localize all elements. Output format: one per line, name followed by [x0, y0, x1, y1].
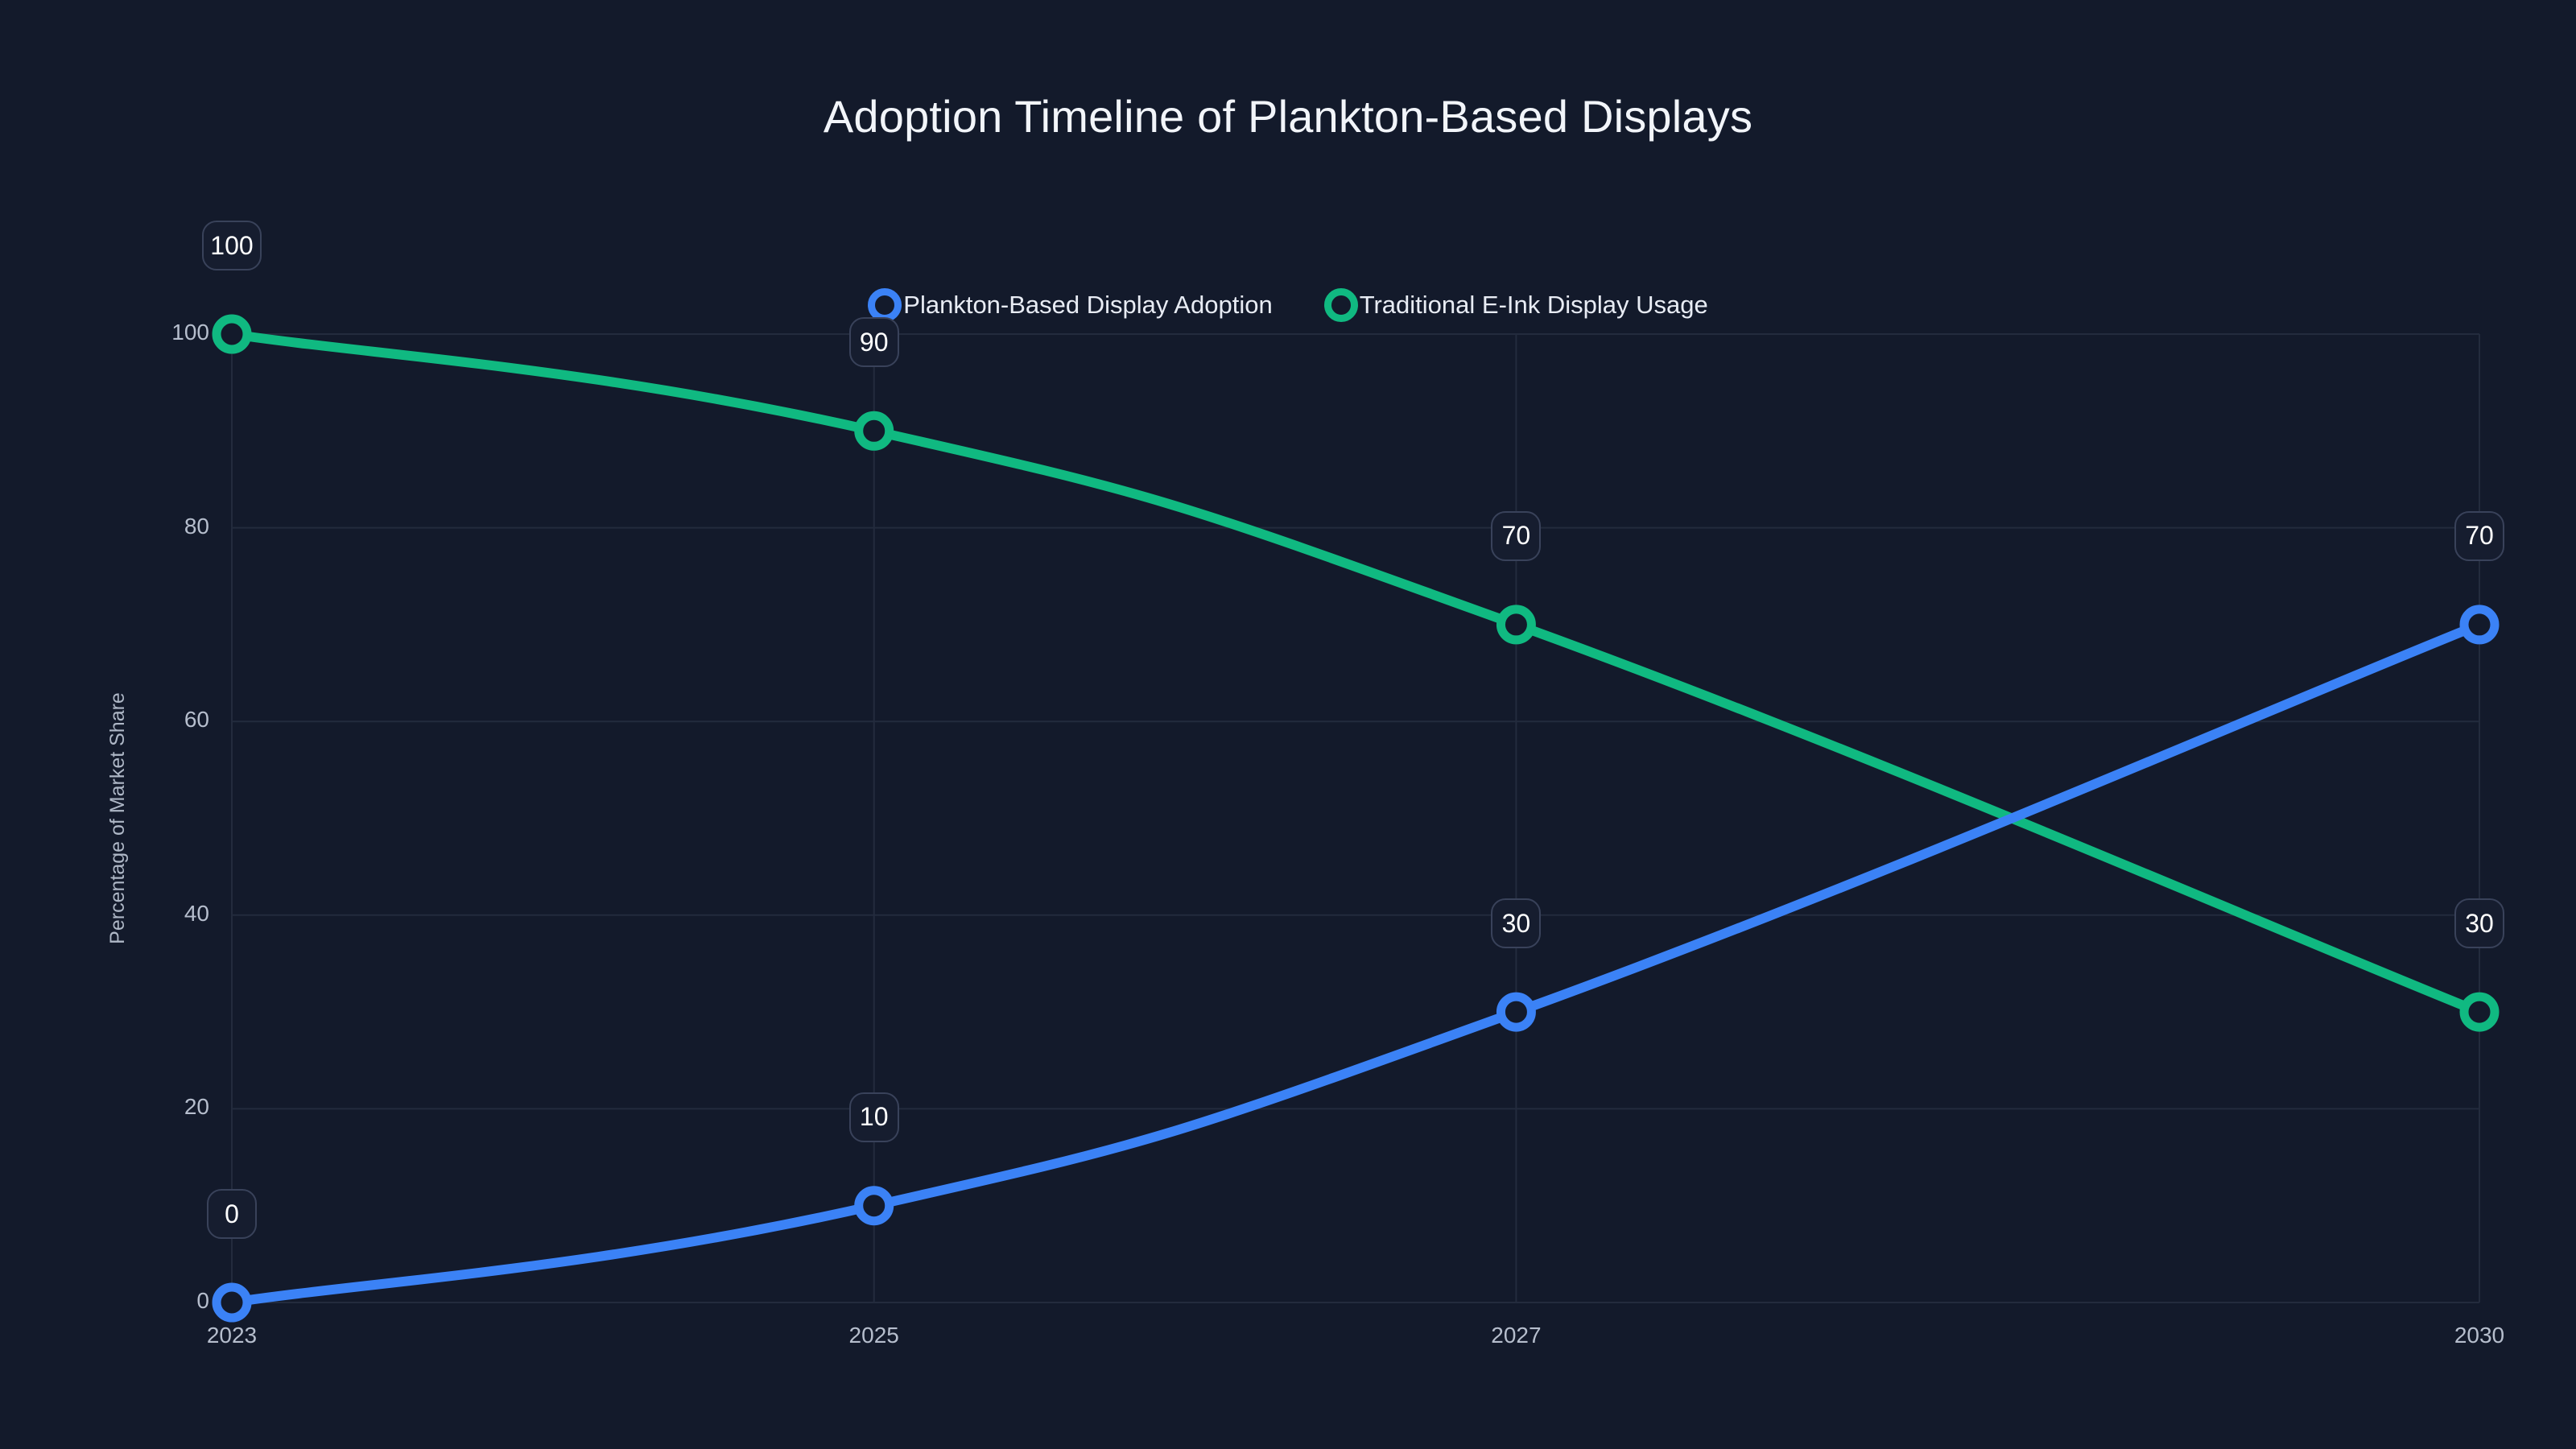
x-axis-tick-label: 2027 [1491, 1323, 1542, 1348]
data-point-label: 70 [1491, 510, 1542, 561]
legend-label: Plankton-Based Display Adoption [903, 291, 1273, 319]
x-axis-tick-label: 2025 [848, 1323, 899, 1348]
data-point-label: 90 [848, 317, 899, 368]
y-axis-tick-label: 0 [196, 1288, 209, 1313]
x-axis-tick-label: 2030 [2454, 1323, 2505, 1348]
legend-item-series-1[interactable]: Traditional E-Ink Display Usage [1323, 288, 1708, 322]
y-axis-tick-label: 80 [184, 513, 209, 539]
chart-title: Adoption Timeline of Plankton-Based Disp… [823, 91, 1753, 142]
x-axis-tick-label: 2023 [206, 1323, 258, 1348]
legend-marker-icon [1323, 288, 1358, 322]
y-axis-tick-label: 40 [184, 900, 209, 926]
data-point-label: 10 [848, 1092, 899, 1142]
chart-legend: Plankton-Based Display Adoption Traditio… [0, 288, 2576, 322]
y-axis-tick-label: 100 [171, 320, 209, 345]
data-point-label: 100 [202, 221, 262, 270]
data-point-label: 30 [2454, 898, 2504, 949]
legend-label: Traditional E-Ink Display Usage [1359, 291, 1708, 319]
y-axis-title: Percentage of Market Share [105, 692, 129, 944]
y-axis-tick-label: 60 [184, 707, 209, 733]
data-point-label: 0 [207, 1189, 257, 1239]
data-point-label: 70 [2454, 510, 2504, 561]
y-axis-tick-label: 20 [184, 1094, 209, 1120]
data-point-label: 30 [1491, 898, 1542, 949]
legend-item-series-0[interactable]: Plankton-Based Display Adoption [868, 288, 1273, 322]
